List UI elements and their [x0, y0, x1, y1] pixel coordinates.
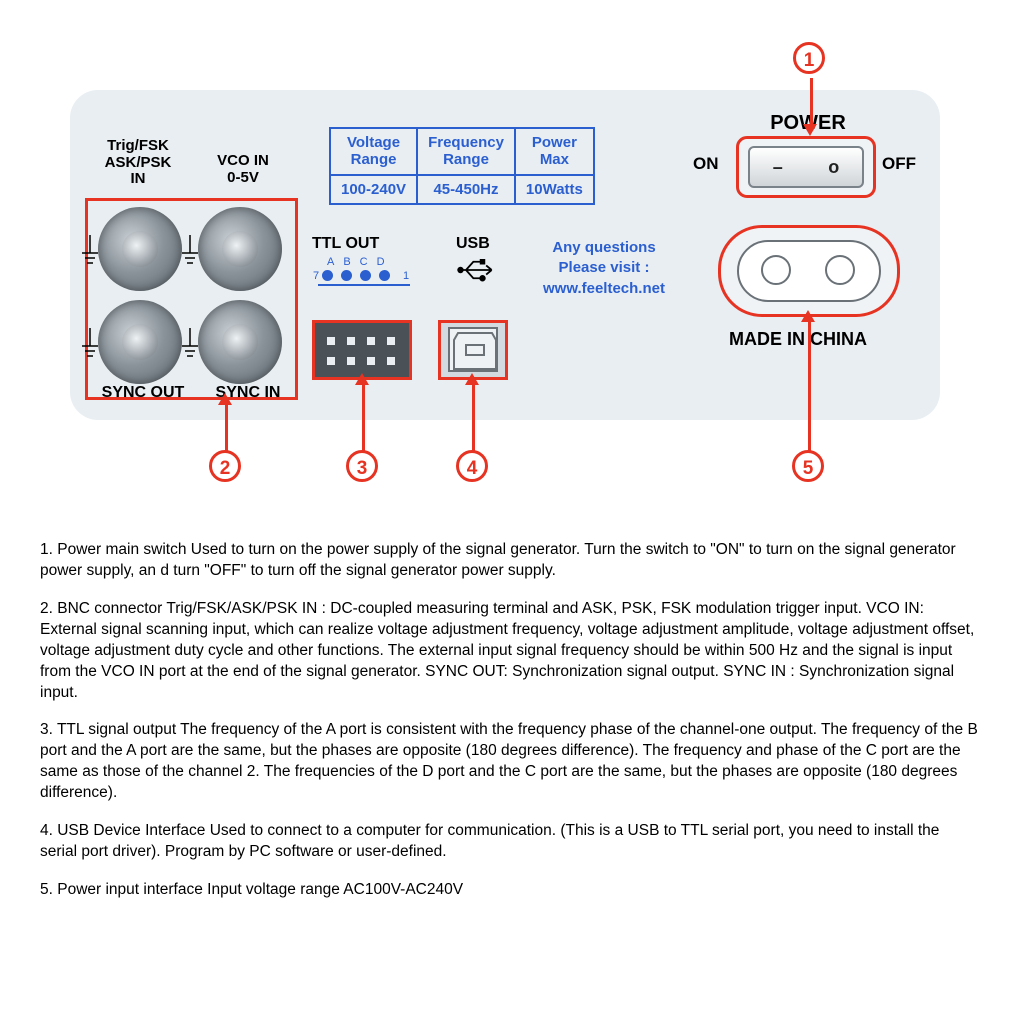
support-text: Any questions Please visit : www.feeltec…: [529, 238, 679, 299]
sync-out-label: SYNC OUT: [88, 384, 198, 402]
bnc-vco-in: [198, 207, 282, 291]
rocker-on-mark: –: [773, 157, 783, 178]
desc-1: 1. Power main switch Used to turn on the…: [40, 540, 980, 582]
callout-3-line: [362, 383, 365, 453]
description-block: 1. Power main switch Used to turn on the…: [40, 540, 980, 918]
spec-header-voltage: Voltage Range: [330, 128, 417, 175]
spec-value-power: 10Watts: [515, 175, 594, 204]
desc-3: 3. TTL signal output The frequency of th…: [40, 720, 980, 804]
vco-in-label: VCO IN 0-5V: [198, 153, 288, 186]
ground-icon: [180, 235, 200, 269]
callout-5-circle: 5: [792, 450, 824, 482]
callout-4-line: [472, 383, 475, 453]
desc-5: 5. Power input interface Input voltage r…: [40, 880, 980, 901]
callout-3-circle: 3: [346, 450, 378, 482]
bnc-trig-fsk: [98, 207, 182, 291]
on-label: ON: [693, 154, 719, 174]
bnc-sync-out: [98, 300, 182, 384]
callout-4-circle: 4: [456, 450, 488, 482]
ground-icon: [80, 328, 100, 362]
ground-icon: [180, 328, 200, 362]
callout-1-circle: 1: [793, 42, 825, 74]
callout-3-arrow: [355, 373, 369, 385]
spec-header-power: Power Max: [515, 128, 594, 175]
spec-table: Voltage Range Frequency Range Power Max …: [329, 127, 595, 205]
desc-4: 4. USB Device Interface Used to connect …: [40, 821, 980, 863]
callout-5-line: [808, 320, 811, 453]
spec-value-voltage: 100-240V: [330, 175, 417, 204]
callout-2-line: [225, 403, 228, 453]
rocker-switch: – o: [748, 146, 864, 188]
rocker-off-mark: o: [828, 157, 839, 178]
usb-icon: [455, 255, 499, 285]
callout-1-arrow: [803, 124, 817, 136]
ttl-connector: [312, 320, 412, 380]
off-label: OFF: [882, 154, 916, 174]
usb-b-shape: [448, 327, 498, 372]
inlet-inner: [737, 240, 881, 302]
ttl-dots-row: [318, 268, 413, 284]
ttl-out-label: TTL OUT: [312, 235, 379, 253]
power-inlet: [718, 225, 900, 317]
usb-label: USB: [456, 235, 490, 253]
desc-2: 2. BNC connector Trig/FSK/ASK/PSK IN : D…: [40, 599, 980, 704]
ttl-pin-letters: ABCD: [327, 256, 394, 268]
callout-5-arrow: [801, 310, 815, 322]
spec-header-frequency: Frequency Range: [417, 128, 515, 175]
made-in-china-label: MADE IN CHINA: [729, 329, 867, 350]
spec-value-frequency: 45-450Hz: [417, 175, 515, 204]
support-url: www.feeltech.net: [543, 280, 665, 297]
callout-2-arrow: [218, 393, 232, 405]
callout-1-line: [810, 78, 813, 126]
callout-2-circle: 2: [209, 450, 241, 482]
support-line1: Any questions: [552, 239, 655, 256]
ground-icon: [80, 235, 100, 269]
support-line2: Please visit :: [559, 259, 650, 276]
ttl-scale-line: [318, 284, 410, 294]
sync-in-label: SYNC IN: [198, 384, 298, 402]
callout-4-arrow: [465, 373, 479, 385]
trig-fsk-label: Trig/FSK ASK/PSK IN: [88, 138, 188, 188]
bnc-sync-in: [198, 300, 282, 384]
power-switch: – o: [736, 136, 876, 198]
